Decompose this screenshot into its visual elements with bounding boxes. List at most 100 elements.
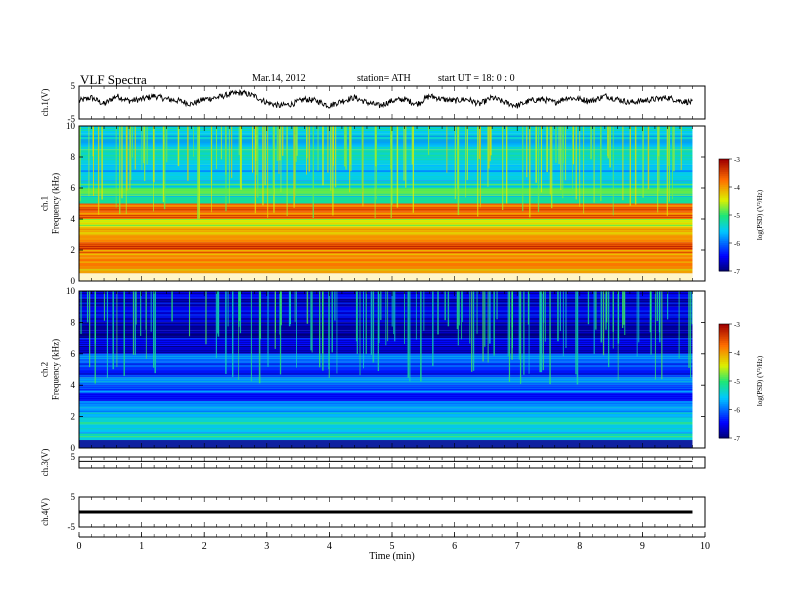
colorbar-step [719,269,729,272]
spectrum-line [79,164,693,166]
spectrum-line [79,127,693,129]
spectrum-line [79,236,693,238]
colorbar-step [719,409,729,412]
y-tick-label: -5 [68,522,76,532]
spectrum-line [79,377,693,379]
spectrum-band [79,393,693,401]
colorbar-step [719,172,729,175]
spectrum-line [79,353,693,355]
spectrum-line [79,189,693,191]
spectrum-line [79,172,693,174]
y-tick-label: 6 [71,183,76,193]
ch1-spectrogram-cells [79,126,705,281]
spectrum-line [79,168,693,170]
spectrum-line [79,361,693,363]
colorbar-step [719,211,729,214]
x-tick-label: 5 [390,541,395,552]
spectrum-line [79,412,693,414]
colorbar-step [719,381,729,384]
colorbar-step [719,375,729,378]
colorbar-step [719,254,729,257]
colorbar-step [719,177,729,181]
spectrum-line [79,219,693,220]
colorbar-tick-label: -7 [734,435,740,443]
spectrum-line [79,188,693,189]
y-tick-label: 5 [71,492,76,502]
colorbar-step [719,346,729,350]
colorbar-step [719,198,729,201]
colorbar-step [719,215,729,218]
colorbar-step [719,188,729,192]
y-tick-label: 2 [71,412,76,422]
colorbar-step [719,348,729,352]
colorbar-step [719,392,729,395]
spectrum-line [79,393,693,395]
colorbar-step [719,362,729,365]
spectrum-line [79,211,693,213]
spectrum-band [79,432,693,441]
colorbar-step [719,235,729,238]
no-data-region [692,291,705,448]
ch1-series-line [78,89,693,109]
colorbar-step [719,428,729,431]
colorbar-step [719,352,729,355]
colorbar-step [719,396,729,399]
spectrum-line [79,351,693,353]
colorbar-step [719,179,729,182]
spectrum-line [79,385,693,387]
colorbar-step [719,430,729,433]
colorbar-step [719,426,729,429]
colorbar-step [719,398,729,401]
colorbar-step [719,248,729,251]
spectrum-line [79,174,693,176]
colorbar-step [719,256,729,259]
colorbar-step [719,337,729,340]
colorbar-step [719,203,729,207]
colorbar-step [719,377,729,380]
spectrum-line [79,375,693,377]
spectrum-line [79,416,693,418]
spectrum-line [79,242,693,244]
spectrum-line [79,269,693,271]
spectrum-line [79,157,693,158]
spectrum-line [79,381,693,383]
spectrum-line [79,389,693,391]
y-tick-label: 2 [71,245,76,255]
colorbar-step [719,196,729,199]
spectrum-line [79,426,693,428]
colorbar-tick-label: -3 [734,321,740,329]
colorbar-tick-label: -3 [734,156,740,164]
spectrum-line [79,137,693,139]
colorbar-step [719,335,729,338]
colorbar-step [719,394,729,397]
colorbar-step [719,263,729,266]
colorbar-step [719,259,729,263]
spectrum-band [79,353,693,362]
colorbar-step [719,267,729,270]
ch2-spectrogram-cells [79,291,705,448]
colorbar-step [719,194,729,197]
colorbar-step [719,420,729,424]
y-tick-label: 8 [71,152,76,162]
ch2-spectrogram-colorbar [718,323,732,439]
colorbar-step [719,333,729,336]
x-tick-label: 2 [202,541,207,552]
spectrum-band [79,273,693,281]
colorbar-step [719,417,729,420]
spectrum-line [79,271,693,273]
colorbar-step [719,424,729,428]
x-tick-label: 8 [577,541,582,552]
colorbar-step [719,400,729,403]
colorbar-step [719,358,729,361]
spectrum-line [79,215,693,217]
colorbar-step [719,209,729,212]
y-tick-label: 8 [71,317,76,327]
colorbar-step [719,371,729,374]
colorbar-step [719,160,729,164]
y-tick-label: 10 [66,286,76,296]
no-data-region [692,126,705,281]
colorbar-step [719,382,729,386]
spectrum-line [79,387,693,389]
x-tick-label: 9 [640,541,645,552]
